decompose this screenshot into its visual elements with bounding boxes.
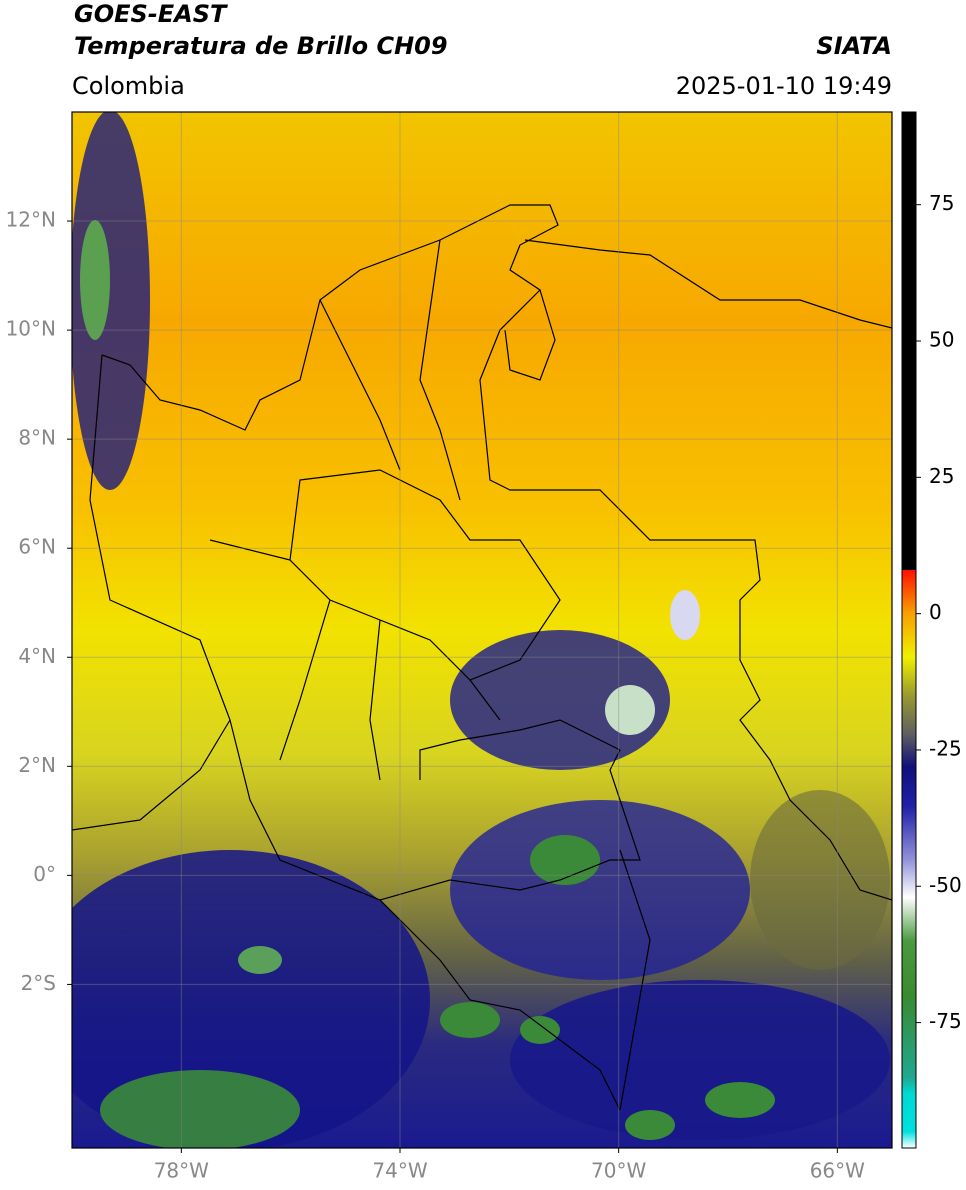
lat-tick-label: 8°N xyxy=(18,426,56,450)
lat-tick-label: 10°N xyxy=(6,317,56,341)
product-title: Temperatura de Brillo CH09 xyxy=(74,32,448,60)
lon-tick-label: 70°W xyxy=(591,1159,646,1183)
map-frame xyxy=(71,111,893,1149)
colorbar-tick-label: 50 xyxy=(929,328,954,352)
lat-tick-label: 4°N xyxy=(18,644,56,668)
colorbar xyxy=(901,111,917,1149)
colorbar-tick-label: 25 xyxy=(929,464,954,488)
colorbar-tick-label: -50 xyxy=(929,873,962,897)
satellite-image xyxy=(72,112,892,1148)
colorbar-tick-label: 75 xyxy=(929,191,954,215)
lat-tick-label: 12°N xyxy=(6,208,56,232)
region: Colombia xyxy=(72,72,185,100)
lon-tick-label: 66°W xyxy=(810,1159,865,1183)
colorbar-tick-label: -25 xyxy=(929,736,962,760)
lat-tick-label: 6°N xyxy=(18,535,56,559)
timestamp: 2025-01-10 19:49 xyxy=(676,72,892,100)
lon-tick-label: 74°W xyxy=(372,1159,427,1183)
agency: SIATA xyxy=(816,32,892,60)
lat-tick-label: 0° xyxy=(33,862,56,886)
lat-tick-label: 2°S xyxy=(21,971,56,995)
lat-tick-label: 2°N xyxy=(18,753,56,777)
colorbar-tick-label: 0 xyxy=(929,600,942,624)
colorbar-tick-label: -75 xyxy=(929,1009,962,1033)
source-title: GOES-EAST xyxy=(74,0,228,28)
lon-tick-label: 78°W xyxy=(154,1159,209,1183)
